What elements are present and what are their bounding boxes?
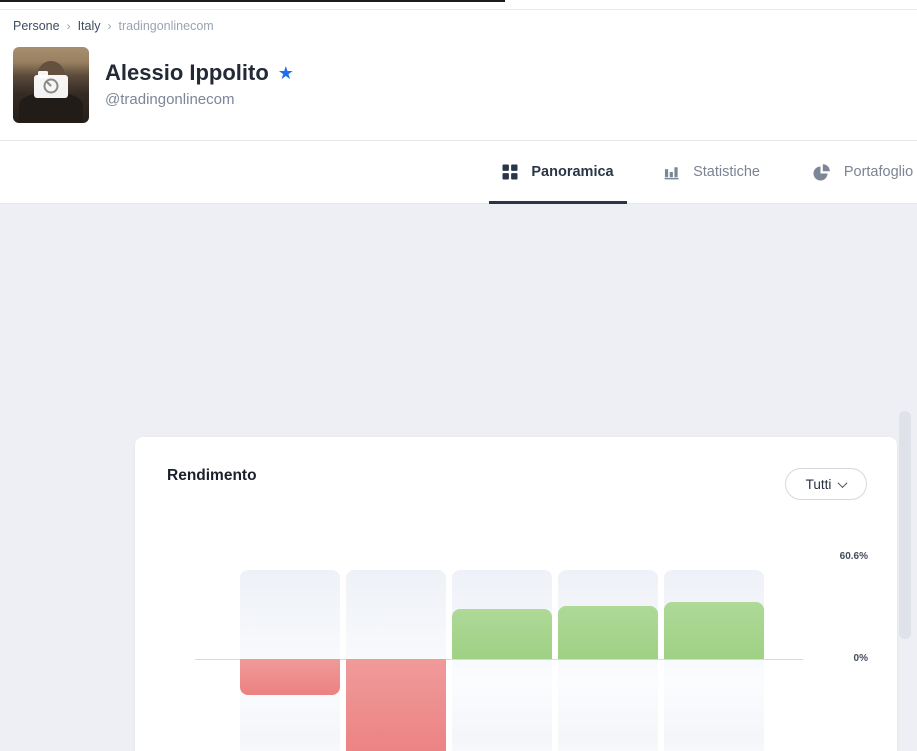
chart-column-background <box>558 570 658 751</box>
breadcrumb-item-persone[interactable]: Persone <box>13 19 60 33</box>
breadcrumb: Persone › Italy › tradingonlinecom <box>13 19 214 33</box>
tabs-bar: Panoramica Statistiche Portafoglio <box>0 141 917 204</box>
verified-star-icon: ★ <box>277 62 294 83</box>
header-divider <box>0 140 917 141</box>
profile-name: Alessio Ippolito ★ <box>105 60 294 85</box>
tab-label: Statistiche <box>693 164 760 180</box>
chart-y-tick: 60.6% <box>839 551 868 562</box>
grid-icon <box>502 164 518 180</box>
tab-statistiche[interactable]: Statistiche <box>664 141 760 203</box>
breadcrumb-item-tradingonlinecom: tradingonlinecom <box>118 19 214 33</box>
performance-card: Rendimento Tutti 2021202220232024202560.… <box>135 437 897 751</box>
chart-column-background <box>664 570 764 751</box>
breadcrumb-separator: › <box>66 19 71 33</box>
chart-bar-2021[interactable] <box>240 659 340 696</box>
tab-panoramica[interactable]: Panoramica <box>489 141 627 204</box>
chart-column-2021[interactable] <box>240 570 340 751</box>
chart-zero-line <box>195 659 803 660</box>
pie-chart-icon <box>813 164 830 181</box>
chart-column-background <box>452 570 552 751</box>
period-filter-label: Tutti <box>805 476 832 492</box>
chart-column-2023[interactable] <box>452 570 552 751</box>
chart-bar-2022[interactable] <box>346 659 446 751</box>
tab-label: Panoramica <box>531 164 614 180</box>
chart-y-tick: 0% <box>853 653 868 664</box>
scrollbar-thumb[interactable] <box>899 411 911 639</box>
profile-username: @tradingonlinecom <box>105 91 235 108</box>
yearly-performance-chart: 2021202220232024202560.6%0%-60.6% <box>135 437 897 751</box>
chart-bar-2023[interactable] <box>452 609 552 659</box>
top-edge-line <box>0 0 505 2</box>
chart-bar-2025[interactable] <box>664 601 764 659</box>
profile-header: Persone › Italy › tradingonlinecom Alessio I… <box>0 0 917 141</box>
chart-column-2025[interactable] <box>664 570 764 751</box>
tab-label: Portafoglio <box>843 164 914 180</box>
chart-bar-2024[interactable] <box>558 605 658 659</box>
breadcrumb-item-italy[interactable]: Italy <box>77 19 101 33</box>
bar-chart-icon <box>664 167 679 180</box>
breadcrumb-separator: › <box>107 19 112 33</box>
chart-column-2024[interactable] <box>558 570 658 751</box>
page-content: Rendimento Tutti 2021202220232024202560.… <box>0 205 917 751</box>
tab-portafoglio[interactable]: Portafoglio <box>808 141 917 203</box>
card-title: Rendimento <box>167 467 257 484</box>
camera-icon <box>34 71 68 98</box>
top-hairline <box>0 9 917 10</box>
period-filter-button[interactable]: Tutti <box>785 468 867 500</box>
avatar[interactable] <box>13 47 89 123</box>
chart-column-2022[interactable] <box>346 570 446 751</box>
